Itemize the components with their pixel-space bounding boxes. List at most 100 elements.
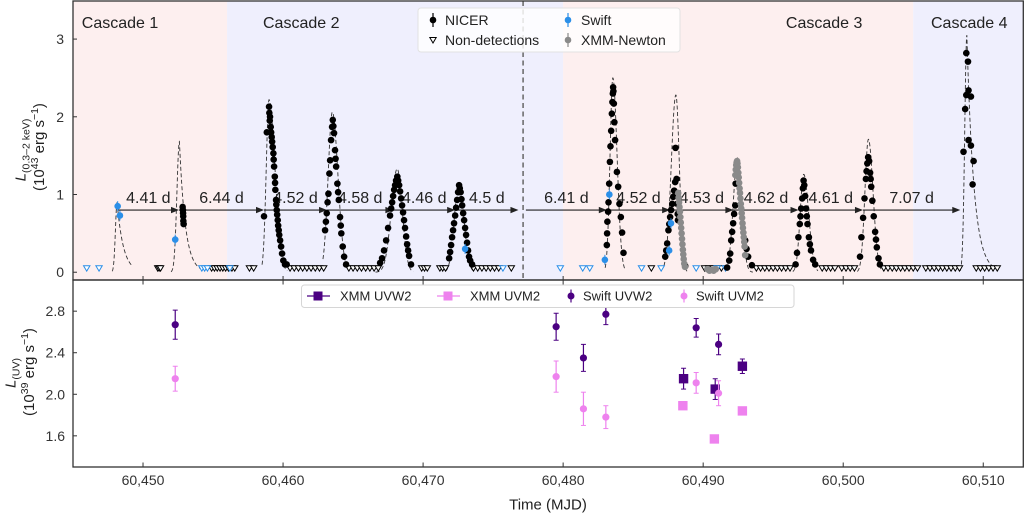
xmm-marker-icon bbox=[564, 36, 572, 44]
xmm-point bbox=[735, 174, 743, 181]
ylabel-unit-close: ) bbox=[21, 328, 38, 333]
xmm-point bbox=[679, 240, 686, 248]
legend-label-swift-uvm2: Swift UVM2 bbox=[696, 289, 764, 304]
non-detection-marker bbox=[230, 265, 239, 273]
swift-point bbox=[116, 212, 124, 219]
nicer-point bbox=[277, 243, 285, 250]
period-label: 4.61 d bbox=[809, 190, 853, 207]
period-label: 4.62 d bbox=[744, 190, 788, 207]
nicer-point bbox=[405, 252, 413, 260]
nicer-point bbox=[180, 220, 187, 228]
nicer-point bbox=[964, 58, 972, 65]
period-label: 4.46 d bbox=[402, 190, 446, 207]
model-curve bbox=[111, 200, 133, 272]
uv-circle-marker bbox=[552, 373, 560, 381]
nicer-point bbox=[797, 205, 805, 212]
nicer-point bbox=[614, 183, 622, 191]
xray-panel: Cascade 1 Cascade 2 Cascade 3 Cascade 4 4.4… bbox=[13, 0, 1024, 285]
swift-point bbox=[171, 236, 179, 243]
nicer-point bbox=[610, 100, 618, 107]
nicer-point bbox=[388, 198, 396, 206]
nicer-point bbox=[278, 250, 286, 257]
nicer-point bbox=[321, 226, 329, 234]
nicer-point bbox=[723, 264, 731, 271]
cascade-label: Cascade 4 bbox=[931, 15, 1008, 32]
nicer-point bbox=[672, 144, 679, 152]
xmm-point bbox=[735, 179, 743, 187]
non-detection-marker bbox=[993, 265, 1002, 273]
x-tick-label: 60,480 bbox=[542, 472, 585, 488]
top-legend: NICER Non-detections Swift XMM-Newton bbox=[417, 7, 681, 53]
y-tick-label: 2.8 bbox=[46, 303, 66, 319]
nicer-point bbox=[726, 250, 734, 257]
period-label: 6.44 d bbox=[199, 190, 243, 207]
nicer-point bbox=[748, 261, 756, 269]
legend-label-non-detections: Non-detections bbox=[445, 32, 539, 48]
nicer-point bbox=[384, 224, 392, 232]
nicer-point bbox=[807, 247, 815, 254]
non-detection-marker bbox=[830, 265, 839, 273]
period-arrow: 4.5 d bbox=[455, 190, 519, 214]
uv-square-marker bbox=[709, 434, 720, 444]
nicer-point bbox=[378, 254, 386, 262]
ylabel-symbol: L bbox=[3, 380, 20, 388]
ylabel-unit-body: erg s bbox=[31, 120, 48, 158]
nicer-point bbox=[272, 196, 280, 204]
arrowhead-icon bbox=[854, 206, 863, 214]
nicer-point bbox=[866, 169, 874, 177]
x-tick-label: 60,490 bbox=[682, 472, 725, 488]
nicer-point bbox=[800, 181, 808, 189]
ylabel-unit-power: 43 bbox=[29, 157, 41, 169]
nicer-point bbox=[876, 261, 884, 268]
x-tick-label: 60,470 bbox=[402, 472, 445, 488]
bottom-ylabel-line1: L(UV) bbox=[3, 358, 23, 388]
nicer-point bbox=[970, 157, 977, 165]
bottom-ylabel-line2: (1039 erg s−1) bbox=[19, 328, 38, 416]
nicer-point bbox=[398, 202, 406, 209]
uv-point bbox=[710, 378, 720, 400]
swift-point bbox=[606, 191, 613, 198]
uv-circle-marker bbox=[602, 310, 610, 318]
uv-square-marker bbox=[737, 406, 748, 416]
nicer-point bbox=[459, 209, 467, 217]
nicer-point bbox=[274, 216, 282, 224]
nicer-point bbox=[804, 220, 811, 228]
legend-item-swift-uvm2: Swift UVM2 bbox=[680, 289, 764, 304]
xmm-point bbox=[677, 224, 685, 232]
uv-circle-marker bbox=[692, 324, 700, 332]
legend-item-non-detections: Non-detections bbox=[428, 32, 539, 48]
arrowhead-icon bbox=[598, 206, 607, 214]
ylabel-unit-power: 39 bbox=[19, 382, 31, 394]
nicer-point bbox=[875, 254, 882, 262]
nicer-point bbox=[326, 157, 334, 164]
uv-square-marker bbox=[710, 384, 720, 394]
nicer-point bbox=[603, 230, 611, 237]
arrowhead-icon bbox=[790, 206, 799, 214]
uv-square-marker bbox=[737, 361, 748, 371]
uv-circle-marker bbox=[692, 379, 700, 387]
top-y-axis-title: L(0.3–2 keV) (1043 erg s−1) bbox=[13, 103, 49, 191]
ylabel-subscript: (0.3–2 keV) bbox=[21, 119, 33, 173]
non-detection-marker bbox=[423, 265, 432, 273]
non-detection-marker bbox=[585, 265, 594, 273]
ylabel-unit-open: (10 bbox=[21, 394, 38, 416]
non-detection-marker bbox=[578, 265, 587, 273]
nicer-point bbox=[797, 212, 804, 220]
y-tick-label: 0 bbox=[56, 264, 64, 280]
swift-point bbox=[667, 219, 675, 227]
nicer-point bbox=[803, 212, 811, 220]
nicer-point bbox=[667, 206, 675, 214]
period-label: 4.53 d bbox=[680, 190, 724, 207]
nicer-point bbox=[402, 233, 410, 240]
non-detection-marker bbox=[657, 265, 666, 273]
ylabel-symbol: L bbox=[13, 173, 30, 181]
nicer-point bbox=[611, 118, 618, 126]
nicer-point bbox=[865, 157, 873, 165]
nicer-point bbox=[329, 116, 337, 124]
nicer-point bbox=[871, 228, 879, 236]
legend-box bbox=[301, 284, 795, 308]
ylabel-unit-inverse: −1 bbox=[29, 108, 41, 120]
nicer-point bbox=[265, 103, 273, 110]
xmm-point bbox=[741, 251, 749, 259]
uv-point bbox=[737, 406, 748, 416]
